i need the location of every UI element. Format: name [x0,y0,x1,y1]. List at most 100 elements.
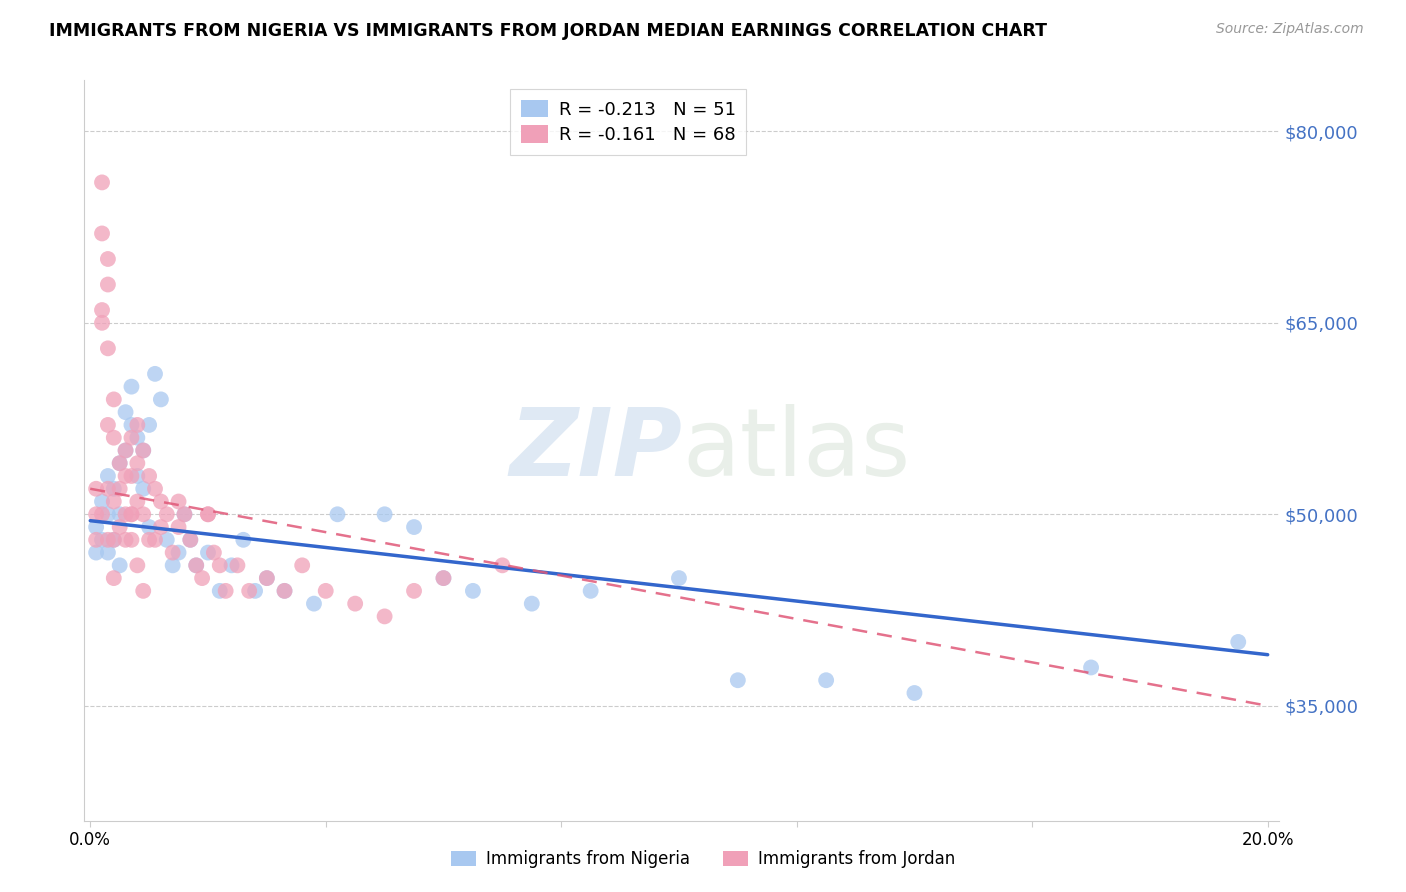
Point [127,431,149,445]
Text: atlas: atlas [682,404,910,497]
Point [579,583,602,598]
Point [302,597,325,611]
Point [461,583,484,598]
Point [91,533,114,547]
Point [179,533,201,547]
Point [727,673,749,688]
Point [315,583,337,598]
Point [256,571,278,585]
Point [114,533,136,547]
Point [97,417,120,432]
Point [120,508,142,522]
Point [108,456,131,470]
Point [143,482,166,496]
Point [127,469,149,483]
Point [149,520,172,534]
Point [97,508,120,522]
Point [103,571,125,585]
Point [374,609,396,624]
Point [491,558,513,573]
Point [97,482,120,496]
Point [191,571,214,585]
Point [108,508,131,522]
Point [232,533,254,547]
Point [402,583,425,598]
Point [103,533,125,547]
Point [127,558,149,573]
Point [138,417,160,432]
Point [344,597,367,611]
Point [432,571,454,585]
Point [173,508,195,522]
Point [114,469,136,483]
Point [143,533,166,547]
Point [120,379,142,393]
Point [132,583,155,598]
Point [138,469,160,483]
Point [114,443,136,458]
Point [402,520,425,534]
Point [103,482,125,496]
Point [243,583,266,598]
Point [120,431,142,445]
Point [1080,660,1102,674]
Legend: Immigrants from Nigeria, Immigrants from Jordan: Immigrants from Nigeria, Immigrants from… [444,844,962,875]
Point [127,417,149,432]
Point [108,482,131,496]
Point [132,508,155,522]
Point [162,558,184,573]
Text: IMMIGRANTS FROM NIGERIA VS IMMIGRANTS FROM JORDAN MEDIAN EARNINGS CORRELATION CH: IMMIGRANTS FROM NIGERIA VS IMMIGRANTS FR… [49,22,1047,40]
Point [108,456,131,470]
Point [173,508,195,522]
Point [1227,635,1250,649]
Point [273,583,295,598]
Point [91,175,114,189]
Point [273,583,295,598]
Point [132,443,155,458]
Point [91,508,114,522]
Text: ZIP: ZIP [509,404,682,497]
Point [374,508,396,522]
Point [238,583,260,598]
Point [208,558,231,573]
Point [326,508,349,522]
Point [97,533,120,547]
Point [815,673,838,688]
Point [97,252,120,266]
Point [143,367,166,381]
Point [84,520,107,534]
Point [214,583,236,598]
Point [103,392,125,407]
Point [108,520,131,534]
Point [120,469,142,483]
Point [156,508,179,522]
Point [202,545,225,559]
Point [132,443,155,458]
Point [127,494,149,508]
Point [84,545,107,559]
Point [103,431,125,445]
Point [291,558,314,573]
Point [162,545,184,559]
Point [114,508,136,522]
Point [903,686,925,700]
Point [520,597,543,611]
Point [138,520,160,534]
Point [120,417,142,432]
Point [197,508,219,522]
Point [432,571,454,585]
Point [197,508,219,522]
Point [120,533,142,547]
Point [91,227,114,241]
Point [127,456,149,470]
Point [138,533,160,547]
Point [97,469,120,483]
Point [103,494,125,508]
Point [120,508,142,522]
Point [256,571,278,585]
Point [132,482,155,496]
Point [97,277,120,292]
Point [91,316,114,330]
Point [221,558,243,573]
Point [97,342,120,356]
